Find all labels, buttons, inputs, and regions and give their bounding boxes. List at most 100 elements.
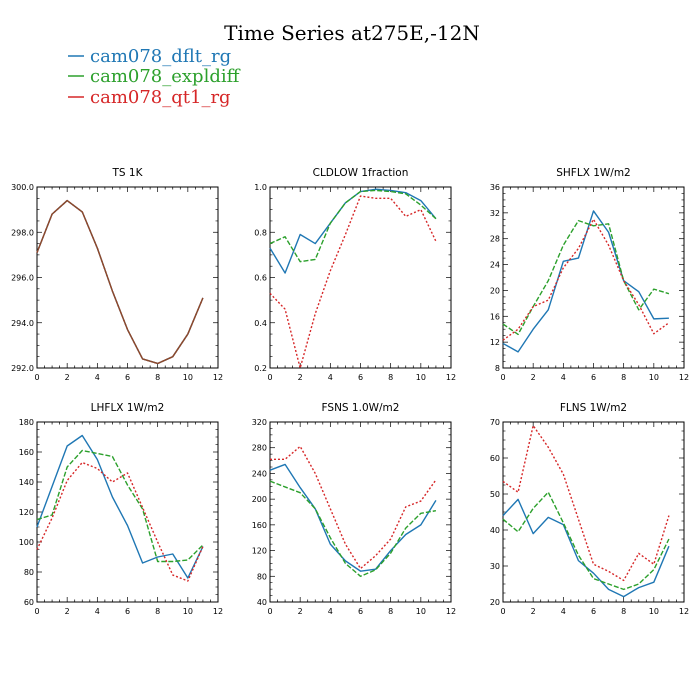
legend-label-dflt: cam078_dflt_rg — [90, 46, 231, 67]
panel-5-series-cam078-expldiff — [269, 480, 437, 577]
panel-2-series-cam078-qt1-rg — [269, 195, 437, 369]
panel-2-ytick-label: 0.2 — [254, 364, 267, 373]
panel-6-xtick-label: 6 — [591, 607, 596, 616]
panel-2-ytick-label: 0.6 — [254, 274, 267, 283]
panel-5-series-cam078-dflt-rg — [269, 463, 437, 572]
panel-4: LHFLX 1W/m2 0 2 4 6 8 10 12 60 80 100 120 140 160 180 — [19, 402, 223, 616]
panel-1-xtick-label: 4 — [95, 373, 100, 382]
panel-2-xtick-label: 4 — [328, 373, 333, 382]
panel-4-xtick-label: 12 — [213, 607, 223, 616]
panel-3-title: SHFLX 1W/m2 — [556, 167, 631, 179]
panel-2-xtick-label: 2 — [298, 373, 303, 382]
panel-1-xtick-label: 6 — [125, 373, 130, 382]
panel-4-series-cam078-expldiff — [36, 449, 204, 563]
panel-1-xtick-label: 8 — [155, 373, 160, 382]
panel-1: TS 1K 0 2 4 6 8 10 12 292.0 294.0 296.0 298.0 300.0 — [11, 167, 223, 382]
panel-4-title: LHFLX 1W/m2 — [91, 402, 165, 414]
panel-5-xtick-label: 8 — [388, 607, 393, 616]
panel-5-xtick-label: 10 — [416, 607, 426, 616]
panel-5-xtick-label: 12 — [446, 607, 456, 616]
panel-4-ytick-label: 180 — [19, 418, 34, 427]
panel-4-series-cam078-dflt-rg — [36, 434, 204, 579]
legend-entry-qt1: cam078_qt1_rg — [68, 87, 231, 108]
panel-2-series-cam078-expldiff — [269, 189, 437, 263]
panel-6-ytick-label: 70 — [490, 418, 500, 427]
panel-2-xtick-label: 6 — [358, 373, 363, 382]
panel-1-xtick-label: 0 — [34, 373, 39, 382]
panel-6-title: FLNS 1W/m2 — [560, 402, 627, 414]
panel-6-ytick-label: 30 — [490, 562, 500, 571]
panel-4-xtick-label: 10 — [183, 607, 193, 616]
panel-5: FSNS 1.0W/m2 0 2 4 6 8 10 12 40 80 120 160 200 240 280… — [252, 402, 456, 616]
panel-1-ytick-label: 292.0 — [11, 364, 34, 373]
panel-5-series-cam078-qt1-rg — [270, 445, 437, 570]
panel-4-ytick-label: 140 — [19, 478, 34, 487]
panel-1-ytick-label: 298.0 — [11, 228, 34, 237]
panel-2-title: CLDLOW 1fraction — [313, 167, 409, 179]
panel-3-ytick-label: 20 — [490, 286, 500, 295]
panel-1-xtick-label: 12 — [213, 373, 223, 382]
panel-4-ytick-label: 80 — [24, 568, 34, 577]
panel-5-ytick-label: 120 — [252, 547, 267, 556]
panels: TS 1K0 2 4 6 8 10 12292.0294.0296.0298.0300.0C… — [11, 167, 689, 616]
panel-2-ytick-label: 0.4 — [254, 319, 267, 328]
panel-4-ytick-label: 160 — [19, 448, 34, 457]
panel-5-ytick-label: 200 — [252, 495, 267, 504]
panel-3-ytick-label: 16 — [490, 312, 500, 321]
panel-3-ytick-label: 36 — [490, 183, 500, 192]
panel-1-xtick-label: 10 — [183, 373, 193, 382]
panel-5-ytick-label: 240 — [252, 469, 267, 478]
legend-entry-dflt: cam078_dflt_rg — [68, 46, 231, 67]
panel-2-xtick-label: 12 — [446, 373, 456, 382]
panel-1-ytick-label: 296.0 — [11, 274, 34, 283]
panel-3-series-cam078-dflt-rg — [502, 210, 669, 353]
panel-4-xtick-label: 6 — [125, 607, 130, 616]
panel-4-ytick-label: 60 — [24, 598, 34, 607]
panel-3-xtick-label: 10 — [649, 373, 659, 382]
panel-3-series-cam078-qt1-rg — [502, 218, 670, 341]
panel-6-xtick-label: 2 — [531, 607, 536, 616]
panel-5-ytick-label: 80 — [257, 572, 267, 581]
panel-2-xtick-label: 10 — [416, 373, 426, 382]
panel-2-xtick-label: 0 — [267, 373, 272, 382]
panel-1-series-cam078-expldiff — [36, 199, 204, 365]
panel-1-ytick-label: 294.0 — [11, 319, 34, 328]
panel-2-ytick-label: 1.0 — [254, 183, 267, 192]
panel-4-ytick-label: 120 — [19, 508, 34, 517]
panel-6-xtick-label: 12 — [679, 607, 689, 616]
panel-6-ytick-label: 40 — [490, 526, 500, 535]
panel-3-ytick-label: 8 — [495, 364, 500, 373]
panel-3-xtick-label: 2 — [531, 373, 536, 382]
panel-6-series-cam078-dflt-rg — [502, 498, 670, 598]
panel-3-xtick-label: 4 — [561, 373, 566, 382]
panel-3-xtick-label: 8 — [621, 373, 626, 382]
panel-4-series-cam078-qt1-rg — [36, 461, 204, 582]
legend-label-expldiff: cam078_expldiff — [90, 66, 241, 87]
panel-6-ytick-label: 50 — [490, 490, 500, 499]
panel-4-ytick-label: 100 — [19, 538, 34, 547]
panel-2-xtick-label: 8 — [388, 373, 393, 382]
panel-5-ytick-label: 320 — [252, 418, 267, 427]
panel-4-xtick-label: 0 — [34, 607, 39, 616]
panel-3-ytick-label: 24 — [490, 261, 500, 270]
panel-5-xtick-label: 4 — [328, 607, 333, 616]
panel-5-ytick-label: 40 — [257, 598, 267, 607]
panel-4-xtick-label: 2 — [65, 607, 70, 616]
panel-2: CLDLOW 1fraction 0 2 4 6 8 10 12 0.2 0.4 0.6 0.8 1.0 — [254, 167, 456, 382]
panel-6-xtick-label: 8 — [621, 607, 626, 616]
panel-1-ytick-label: 300.0 — [11, 183, 34, 192]
panel-4-xtick-label: 4 — [95, 607, 100, 616]
legend-entry-expldiff: cam078_expldiff — [68, 66, 241, 87]
panel-6-xtick-label: 10 — [649, 607, 659, 616]
panel-6-ytick-label: 60 — [490, 454, 500, 463]
panel-3-ytick-label: 12 — [490, 338, 500, 347]
panel-6-xtick-label: 4 — [561, 607, 566, 616]
panel-5-xtick-label: 2 — [298, 607, 303, 616]
panel-3-xtick-label: 6 — [591, 373, 596, 382]
figure-title: Time Series at275E,-12N — [224, 21, 480, 45]
panel-5-ytick-label: 280 — [252, 444, 267, 453]
panel-1-title: TS 1K — [112, 167, 144, 179]
